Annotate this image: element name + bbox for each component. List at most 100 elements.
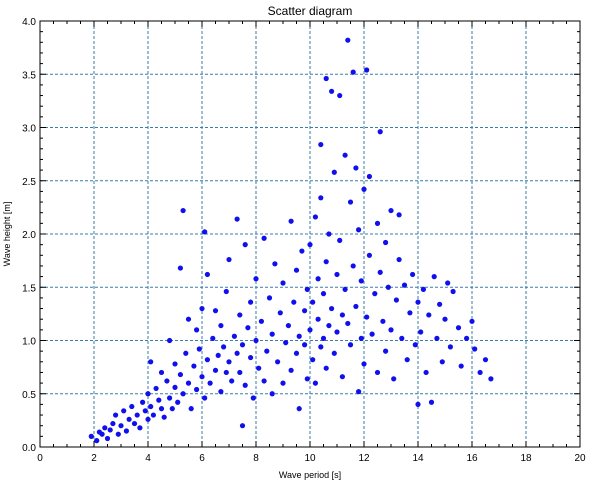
data-point (374, 369, 381, 376)
data-point (280, 380, 286, 386)
data-point (345, 37, 351, 43)
data-point (383, 239, 389, 246)
y-tick-label: 3.0 (22, 124, 36, 135)
data-point (288, 218, 294, 224)
data-point (156, 397, 162, 403)
data-point (172, 384, 178, 390)
data-point (175, 399, 181, 405)
data-point (377, 129, 383, 135)
data-point (264, 348, 270, 354)
data-point (148, 403, 154, 410)
data-point (177, 265, 183, 271)
data-point (115, 431, 121, 437)
data-point (339, 374, 345, 380)
data-point (212, 308, 219, 314)
data-point (296, 406, 302, 412)
data-point (118, 423, 124, 429)
data-point (318, 141, 324, 148)
data-point (250, 395, 256, 401)
data-point (134, 412, 140, 418)
data-point (418, 329, 424, 335)
data-point (323, 75, 329, 82)
data-point (221, 344, 227, 350)
data-point (229, 378, 235, 384)
data-point (191, 363, 197, 369)
axis-ticks (39, 20, 581, 448)
data-point (393, 297, 399, 303)
data-point (334, 271, 340, 278)
data-point (347, 342, 354, 348)
data-point (447, 344, 453, 350)
data-point (258, 318, 264, 324)
data-point (320, 291, 327, 297)
data-point (323, 365, 329, 371)
data-point (180, 391, 186, 397)
data-point (218, 322, 224, 329)
data-point (245, 325, 251, 331)
data-point (342, 152, 348, 158)
data-point (358, 335, 364, 341)
data-point (275, 359, 281, 365)
data-point (410, 271, 416, 278)
data-point (383, 348, 389, 354)
data-point (234, 216, 240, 222)
data-point (488, 376, 494, 382)
data-point (434, 335, 440, 341)
data-point (361, 361, 367, 367)
data-point (415, 401, 421, 407)
x-axis-label: Wave period [s] (279, 470, 341, 480)
data-point (242, 382, 248, 388)
data-point (145, 416, 151, 422)
data-point (131, 420, 138, 427)
data-point (380, 318, 386, 324)
data-point (161, 414, 167, 420)
data-point (310, 357, 316, 363)
data-point (302, 342, 308, 348)
data-point (172, 361, 178, 367)
x-tick-label: 16 (466, 453, 478, 464)
data-point (177, 371, 183, 378)
data-point (364, 314, 370, 320)
data-point (158, 369, 165, 376)
data-point (266, 295, 273, 301)
data-point (293, 350, 300, 356)
data-point (407, 310, 413, 316)
data-point (455, 325, 462, 331)
data-point (207, 380, 213, 386)
data-point (358, 278, 364, 284)
data-point (237, 369, 243, 376)
data-point (107, 427, 113, 433)
x-tick-labels: 0 2 4 6 8 10 12 14 16 18 20 (37, 453, 586, 464)
data-point (261, 235, 267, 241)
data-point (377, 269, 383, 275)
data-point (342, 286, 348, 292)
data-point (167, 337, 173, 344)
data-point (231, 333, 237, 339)
data-point (188, 406, 194, 412)
data-point (428, 399, 435, 405)
data-point (256, 365, 262, 371)
data-point (423, 369, 429, 376)
data-point (110, 420, 116, 427)
data-point (442, 316, 448, 322)
x-tick-label: 12 (358, 453, 370, 464)
data-point (337, 92, 343, 99)
x-tick-label: 2 (91, 453, 97, 464)
data-point (242, 242, 248, 248)
data-point (283, 340, 289, 346)
data-point (167, 395, 173, 401)
data-point (194, 327, 200, 333)
data-point (318, 344, 324, 350)
data-point (401, 282, 408, 288)
data-point (183, 350, 189, 356)
x-tick-label: 14 (412, 453, 424, 464)
data-point (399, 335, 405, 341)
data-point (353, 165, 359, 171)
y-tick-label: 2.5 (22, 177, 36, 188)
data-point (315, 276, 321, 282)
data-point (153, 385, 159, 392)
data-point (337, 237, 343, 243)
data-point (302, 308, 308, 314)
data-point (102, 425, 108, 431)
data-point (239, 342, 246, 348)
